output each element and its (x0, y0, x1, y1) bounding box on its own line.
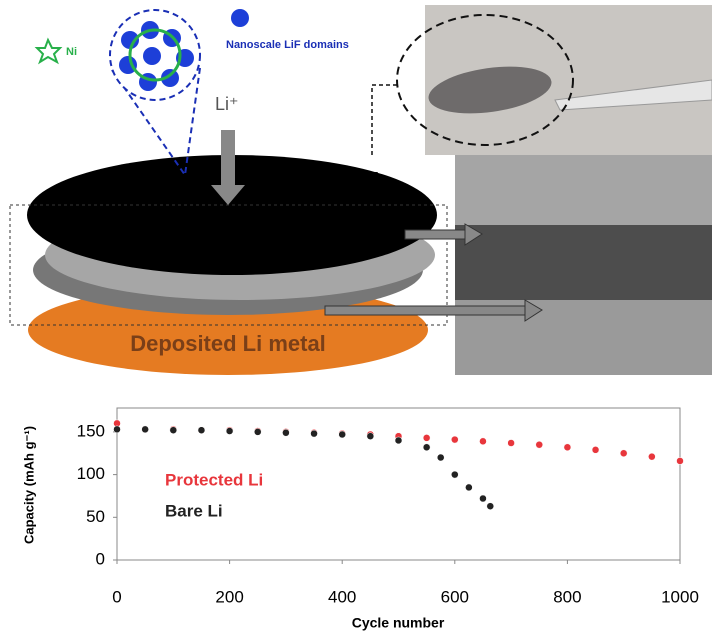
x-tick-label: 600 (441, 587, 469, 606)
li-arrow (221, 130, 235, 185)
data-point (198, 427, 205, 434)
legend-label: Protected Li (165, 470, 263, 489)
data-point (367, 433, 374, 440)
data-point (508, 440, 515, 447)
data-point (423, 444, 430, 451)
x-tick-label: 400 (328, 587, 356, 606)
data-point (620, 450, 627, 457)
figure: Deposited Li metal Li⁺ Nanoscale LiF dom… (0, 0, 712, 633)
y-tick-label: 150 (77, 421, 105, 440)
arrow (325, 306, 525, 315)
data-point (487, 503, 494, 510)
data-point (423, 434, 430, 441)
data-point (479, 438, 486, 445)
data-point (677, 457, 684, 464)
data-point (114, 426, 121, 433)
data-point (311, 430, 318, 437)
data-point (465, 484, 472, 491)
data-point (254, 428, 261, 435)
data-point (592, 446, 599, 453)
data-point (437, 454, 444, 461)
data-point (451, 471, 458, 478)
x-tick-label: 200 (215, 587, 243, 606)
data-point (339, 431, 346, 438)
sem-layer (455, 225, 712, 300)
data-point (282, 429, 289, 436)
ni-icon (37, 40, 60, 62)
legend-label: Bare Li (165, 501, 223, 520)
y-tick-label: 50 (86, 507, 105, 526)
data-point (479, 495, 486, 502)
x-axis-title: Cycle number (352, 615, 445, 631)
y-tick-label: 0 (96, 549, 105, 568)
data-point (564, 444, 571, 451)
data-point (648, 453, 655, 460)
li-ion: Li⁺ (215, 94, 239, 114)
x-tick-label: 0 (112, 587, 121, 606)
y-axis-title: Capacity (mAh g⁻¹) (21, 426, 36, 544)
data-point (451, 436, 458, 443)
ni-label: Ni (66, 46, 77, 58)
data-point (142, 426, 149, 433)
disk-label: Deposited Li metal (130, 331, 326, 356)
data-point (536, 441, 543, 448)
sem-top (455, 155, 712, 225)
lif-icon (231, 9, 249, 27)
link (372, 85, 400, 155)
data-point (226, 428, 233, 435)
y-tick-label: 100 (77, 464, 105, 483)
x-tick-label: 800 (553, 587, 581, 606)
data-point (170, 427, 177, 434)
lif-label: Nanoscale LiF domains (226, 39, 349, 51)
arrow (405, 230, 465, 239)
data-point (395, 437, 402, 444)
x-tick-label: 1000 (661, 587, 699, 606)
